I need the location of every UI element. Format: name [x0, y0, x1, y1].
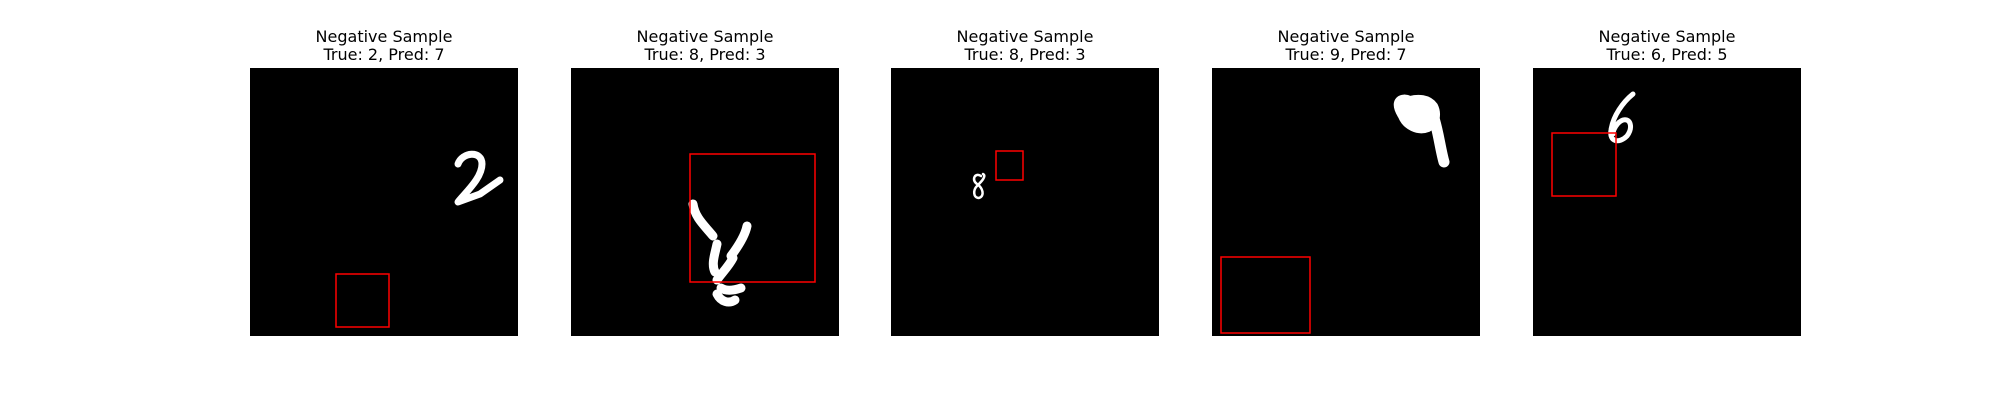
bounding-box [1551, 132, 1617, 197]
sample-panel-4: Negative Sample True: 9, Pred: 7 [1212, 0, 1480, 400]
handwritten-digit-9 [1393, 94, 1450, 168]
bounding-box [335, 273, 390, 328]
panel-title: Negative Sample True: 9, Pred: 7 [1192, 28, 1500, 64]
image-background [1533, 68, 1801, 336]
panel-subtitle-line: True: 2, Pred: 7 [323, 45, 445, 64]
sample-panel-2: Negative Sample True: 8, Pred: 3 [571, 0, 839, 400]
image-background [571, 68, 839, 336]
image-background [1212, 68, 1480, 336]
bounding-box [689, 153, 816, 283]
panel-title: Negative Sample True: 8, Pred: 3 [871, 28, 1179, 64]
digit-image [1212, 68, 1480, 336]
digit-image-canvas [1533, 68, 1801, 336]
digit-image [1533, 68, 1801, 336]
digit-image-canvas [250, 68, 518, 336]
digit-image-canvas [1212, 68, 1480, 336]
panel-title: Negative Sample True: 2, Pred: 7 [230, 28, 538, 64]
digit-image-canvas [571, 68, 839, 336]
digit-image [250, 68, 518, 336]
sample-panel-5: Negative Sample True: 6, Pred: 5 [1533, 0, 1801, 400]
panel-subtitle-line: True: 9, Pred: 7 [1285, 45, 1407, 64]
panel-title-line: Negative Sample [1277, 27, 1415, 46]
digit-image-canvas [891, 68, 1159, 336]
handwritten-digit-8 [688, 199, 752, 307]
digit-image [571, 68, 839, 336]
panel-title-line: Negative Sample [315, 27, 453, 46]
sample-panel-1: Negative Sample True: 2, Pred: 7 [250, 0, 518, 400]
panel-title: Negative Sample True: 6, Pred: 5 [1513, 28, 1821, 64]
panel-subtitle-line: True: 6, Pred: 5 [1606, 45, 1728, 64]
panel-title-line: Negative Sample [636, 27, 774, 46]
handwritten-digit-2 [454, 150, 504, 206]
sample-panel-3: Negative Sample True: 8, Pred: 3 [891, 0, 1159, 400]
bounding-box [995, 150, 1024, 181]
digit-image [891, 68, 1159, 336]
panel-title: Negative Sample True: 8, Pred: 3 [551, 28, 859, 64]
panel-title-line: Negative Sample [956, 27, 1094, 46]
bounding-box [1220, 256, 1311, 334]
panel-title-line: Negative Sample [1598, 27, 1736, 46]
handwritten-digit-8 [972, 172, 986, 200]
panel-subtitle-line: True: 8, Pred: 3 [964, 45, 1086, 64]
image-background [891, 68, 1159, 336]
handwritten-digit-6 [1608, 91, 1636, 144]
panel-subtitle-line: True: 8, Pred: 3 [644, 45, 766, 64]
image-background [250, 68, 518, 336]
